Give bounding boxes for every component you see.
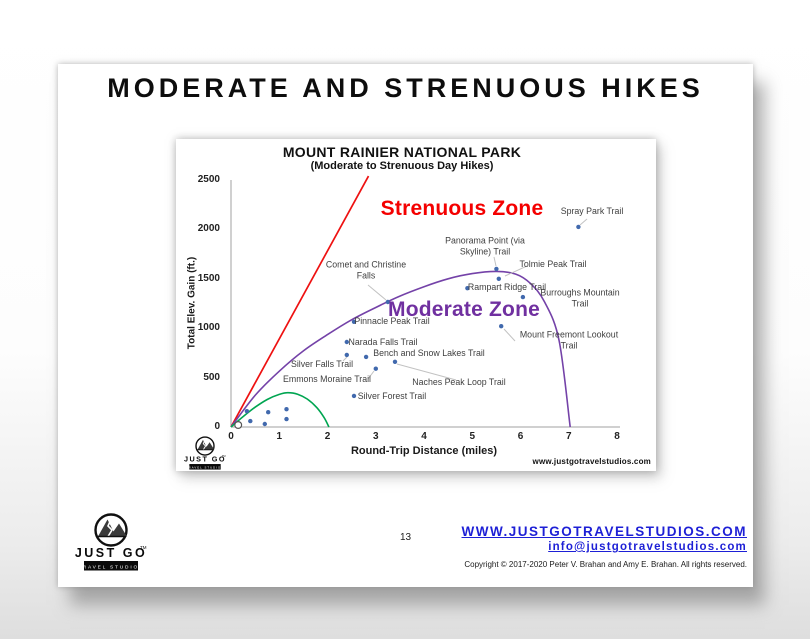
data-point: [363, 354, 369, 360]
easy-boundary-curve: [230, 391, 330, 428]
data-point: [351, 393, 357, 399]
moderate-zone-label: Moderate Zone: [388, 298, 540, 321]
y-axis-title: Total Elev. Gain (ft.): [186, 256, 198, 350]
trail-label: Bench and Snow Lakes Trail: [373, 347, 485, 358]
data-point: [576, 224, 581, 230]
data-point: [494, 266, 499, 272]
logo-sub-text: TRAVEL STUDIOS: [78, 565, 144, 571]
x-tick-label: 5: [469, 431, 476, 442]
data-point: [351, 319, 357, 324]
trail-label: Emmons Moraine Trail: [283, 373, 371, 384]
leader-line: [503, 328, 516, 342]
document-page: MODERATE AND STRENUOUS HIKES MOUNT RAINI…: [58, 64, 753, 587]
x-tick-label: 2: [324, 431, 331, 442]
data-point: [284, 407, 289, 412]
leader-line: [367, 284, 387, 301]
data-point: [248, 418, 253, 424]
lightning-crack-icon: [202, 439, 207, 451]
data-point: [499, 324, 504, 329]
data-point: [385, 299, 390, 305]
website-link[interactable]: WWW.JUSTGOTRAVELSTUDIOS.COM: [461, 524, 747, 539]
trail-label: Spray Park Trail: [560, 205, 624, 216]
email-link[interactable]: info@justgotravelstudios.com: [548, 541, 747, 553]
strenuous-zone-label: Strenuous Zone: [380, 197, 544, 220]
logo-sub-text: TRAVEL STUDIOS: [186, 465, 224, 469]
leader-line: [396, 363, 457, 381]
chart-watermark-url: www.justgotravelstudios.com: [532, 457, 651, 466]
data-point: [344, 352, 349, 358]
data-point: [465, 286, 470, 291]
leader-line: [504, 265, 528, 277]
x-tick-label: 6: [517, 431, 524, 442]
trail-label: Narada Falls Trail: [348, 336, 418, 347]
y-tick-label: 2500: [197, 174, 220, 185]
leader-line: [367, 370, 375, 380]
trail-label: Mount Freemont Lookout Trail: [519, 329, 619, 351]
trail-label: Silver Falls Trail: [290, 358, 354, 369]
logo-name-text: JUST GO: [184, 455, 226, 464]
data-point: [392, 359, 398, 364]
copyright-text: Copyright © 2017-2020 Peter V. Brahan an…: [464, 560, 747, 569]
footer-links: WWW.JUSTGOTRAVELSTUDIOS.COM info@justgot…: [462, 524, 748, 572]
x-tick-label: 3: [372, 431, 379, 442]
data-point: [344, 339, 349, 345]
logo-name-text: JUST GO: [75, 546, 147, 560]
trail-label: Pinnacle Peak Trail: [354, 315, 430, 326]
leader-line: [493, 256, 497, 267]
data-point: [496, 276, 501, 281]
x-axis-title: Round-Trip Distance (miles): [350, 445, 498, 457]
data-point: [266, 410, 271, 415]
page-title: MODERATE AND STRENUOUS HIKES: [107, 73, 704, 103]
data-point: [373, 366, 378, 371]
x-tick-label: 7: [565, 431, 572, 442]
strenuous-boundary-line: [230, 175, 370, 428]
chart-title: MOUNT RAINIER NATIONAL PARK: [282, 144, 522, 160]
chart-image: MOUNT RAINIER NATIONAL PARK (Moderate to…: [176, 139, 656, 471]
logo-bar: [84, 561, 138, 571]
data-point: [284, 416, 289, 422]
y-tick-label: 500: [203, 371, 220, 383]
plot-canvas: [230, 175, 620, 430]
logo-tm-text: TM: [222, 454, 226, 458]
data-point: [262, 421, 267, 427]
mountain-icon: [110, 523, 127, 537]
data-point: [244, 409, 250, 414]
lightning-crack-icon: [107, 519, 114, 537]
origin-marker: [234, 421, 243, 430]
leader-line: [342, 356, 348, 362]
y-tick-label: 1500: [197, 272, 220, 284]
chart-subtitle: (Moderate to Strenuous Day Hikes): [310, 160, 494, 172]
trail-label: Silver Forest Trail: [357, 390, 427, 401]
trail-label: Panorama Point (via Skyline) Trail: [445, 235, 525, 257]
x-tick-label: 4: [421, 431, 427, 442]
mountain-icon: [204, 442, 215, 450]
y-tick-label: 2000: [197, 223, 220, 235]
logo-bar: [189, 464, 221, 470]
trail-label: Comet and Christine Falls: [325, 259, 407, 281]
x-tick-label: 0: [228, 431, 234, 442]
x-tick-label: 8: [614, 431, 620, 442]
trail-label: Tolmie Peak Trail: [519, 258, 587, 269]
y-tick-label: 1000: [197, 322, 220, 334]
leader-line: [579, 218, 588, 226]
trail-label: Burroughs Mountain Trail: [540, 287, 620, 309]
justgo-logo-footer: JUST GO TM TRAVEL STUDIOS: [75, 513, 147, 571]
y-tick-label: 0: [214, 421, 220, 432]
trail-label: Naches Peak Loop Trail: [412, 376, 506, 387]
logo-tm-text: TM: [140, 545, 147, 550]
page-number: 13: [399, 532, 412, 543]
moderate-boundary-curve: [230, 270, 571, 428]
data-point: [520, 294, 526, 300]
justgo-logo-small: JUST GO TM TRAVEL STUDIOS: [184, 436, 226, 470]
x-tick-label: 1: [276, 431, 283, 442]
trail-label: Rampart Ridge Trail: [467, 281, 547, 292]
